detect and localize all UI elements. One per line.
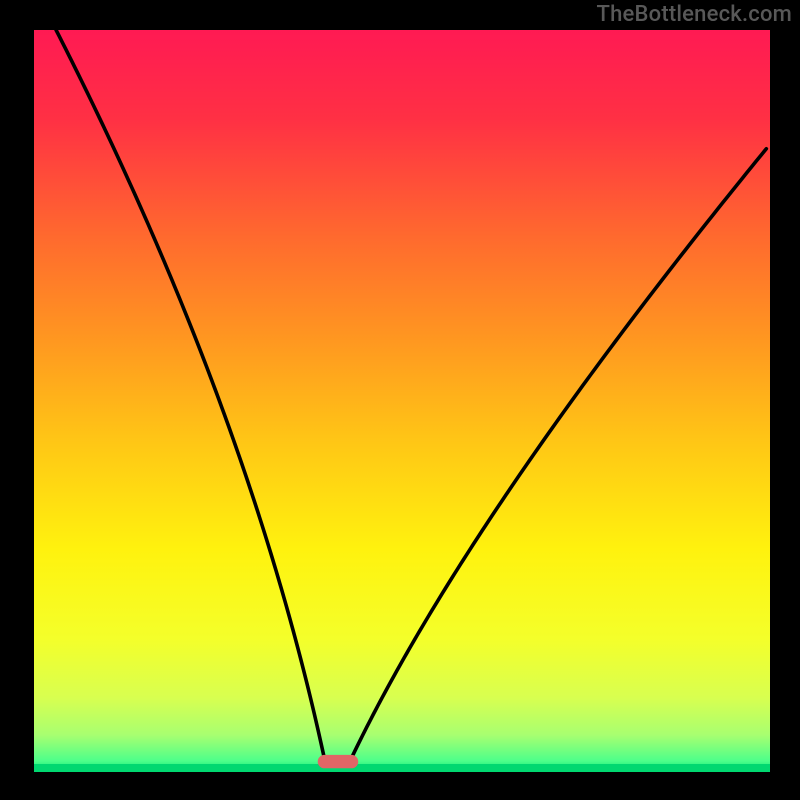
watermark-text: TheBottleneck.com	[597, 2, 792, 27]
plot-svg	[34, 30, 770, 772]
bottom-green-band	[34, 764, 770, 772]
chart-frame: TheBottleneck.com	[0, 0, 800, 800]
plot-area	[34, 30, 770, 772]
bottom-marker	[318, 755, 358, 768]
